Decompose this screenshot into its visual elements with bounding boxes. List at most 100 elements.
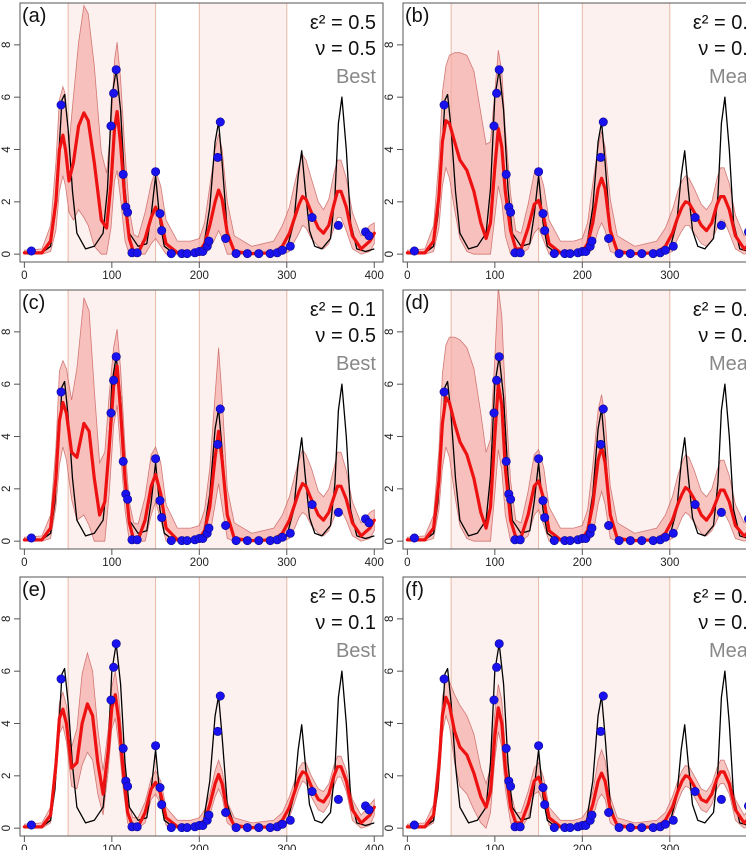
- plot-area: [22, 3, 376, 262]
- observed-point: [494, 352, 504, 362]
- plot-frame: [402, 289, 746, 550]
- observed-point: [660, 819, 670, 829]
- observed-point: [221, 807, 231, 817]
- observed-point: [213, 439, 223, 449]
- y-tick-label: 0: [1, 538, 13, 544]
- observed-point: [151, 741, 161, 751]
- nu-label: ν = 0.5: [315, 38, 376, 60]
- observed-point: [439, 674, 449, 684]
- observed-point: [157, 800, 167, 810]
- observed-point: [538, 209, 548, 219]
- x-tick-label: 300: [660, 270, 679, 282]
- observed-point: [231, 536, 241, 546]
- observed-point: [587, 810, 597, 820]
- observed-point: [106, 695, 116, 705]
- x-tick-label: 300: [277, 844, 296, 850]
- observed-point: [364, 518, 374, 528]
- y-tick-label: 2: [384, 773, 396, 779]
- x-tick-label: 0: [404, 844, 410, 850]
- observed-point: [182, 249, 192, 259]
- observed-point: [215, 404, 225, 414]
- observed-point: [690, 213, 700, 223]
- observed-point: [565, 823, 575, 833]
- observed-point: [637, 536, 647, 546]
- observed-point: [614, 249, 624, 259]
- x-tick-label: 200: [190, 270, 209, 282]
- method-label: Mean: [709, 353, 746, 375]
- y-tick-label: 8: [1, 616, 13, 622]
- observed-point: [625, 536, 635, 546]
- plot-area: [22, 290, 376, 549]
- observed-point: [540, 800, 550, 810]
- x-tick-label: 100: [102, 844, 121, 850]
- observed-point: [182, 536, 192, 546]
- observed-point: [132, 822, 142, 832]
- x-tick-label: 0: [404, 270, 410, 282]
- observed-point: [538, 496, 548, 506]
- observed-point: [56, 100, 66, 110]
- observed-point: [333, 220, 343, 230]
- observed-point: [604, 520, 614, 530]
- observed-point: [215, 117, 225, 127]
- observed-point: [690, 786, 700, 796]
- observed-point: [204, 523, 214, 533]
- epsilon-label: ε² = 0.5: [693, 12, 746, 34]
- x-tick-label: 200: [190, 844, 209, 850]
- plot-area: [22, 577, 376, 836]
- observed-point: [506, 494, 516, 504]
- observed-point: [277, 245, 287, 255]
- observed-point: [549, 823, 559, 833]
- observed-point: [492, 88, 502, 98]
- y-tick-label: 4: [1, 433, 13, 440]
- y-tick-label: 8: [384, 329, 396, 335]
- y-tick-label: 0: [1, 825, 13, 831]
- observed-point: [515, 822, 525, 832]
- panel-label: (e): [22, 579, 46, 601]
- y-tick-label: 8: [384, 42, 396, 48]
- observed-point: [123, 207, 133, 217]
- observed-point: [111, 352, 121, 362]
- nu-label: ν = 0.1: [315, 612, 376, 634]
- observed-point: [506, 207, 516, 217]
- x-tick-label: 100: [102, 270, 121, 282]
- observed-point: [221, 520, 231, 530]
- observed-point: [534, 454, 544, 464]
- observed-point: [494, 65, 504, 75]
- panel-label: (f): [405, 579, 424, 601]
- observed-point: [668, 815, 678, 825]
- observed-point: [364, 805, 374, 815]
- x-tick-label: 300: [660, 557, 679, 569]
- observed-point: [221, 234, 231, 244]
- epsilon-label: ε² = 0.5: [310, 586, 376, 608]
- observed-point: [494, 639, 504, 649]
- observed-point: [625, 249, 635, 259]
- observed-point: [534, 741, 544, 751]
- observed-point: [637, 249, 647, 259]
- observed-point: [155, 496, 165, 506]
- x-tick-label: 100: [485, 844, 504, 850]
- observed-point: [285, 815, 295, 825]
- y-tick-label: 2: [384, 199, 396, 205]
- x-tick-label: 300: [660, 844, 679, 850]
- observed-point: [716, 507, 726, 517]
- observed-point: [492, 662, 502, 672]
- observed-point: [489, 121, 499, 131]
- method-label: Best: [336, 640, 376, 662]
- observed-point: [26, 820, 36, 830]
- epsilon-label: ε² = 0.5: [310, 12, 376, 34]
- method-label: Mean: [709, 66, 746, 88]
- observed-point: [285, 241, 295, 251]
- panel-a: 0 100 200 300 400 0 2 4 6 8 (a) ε² = 0.5 ν = 0.5 Best: [1, 2, 384, 282]
- observed-point: [538, 783, 548, 793]
- panel-label: (c): [22, 292, 45, 314]
- y-tick-label: 6: [1, 381, 13, 387]
- y-tick-label: 6: [1, 668, 13, 674]
- observed-point: [625, 823, 635, 833]
- observed-point: [166, 536, 176, 546]
- plot-frame: [19, 576, 384, 837]
- observed-point: [307, 499, 317, 509]
- nu-label: ν = 0.5: [315, 325, 376, 347]
